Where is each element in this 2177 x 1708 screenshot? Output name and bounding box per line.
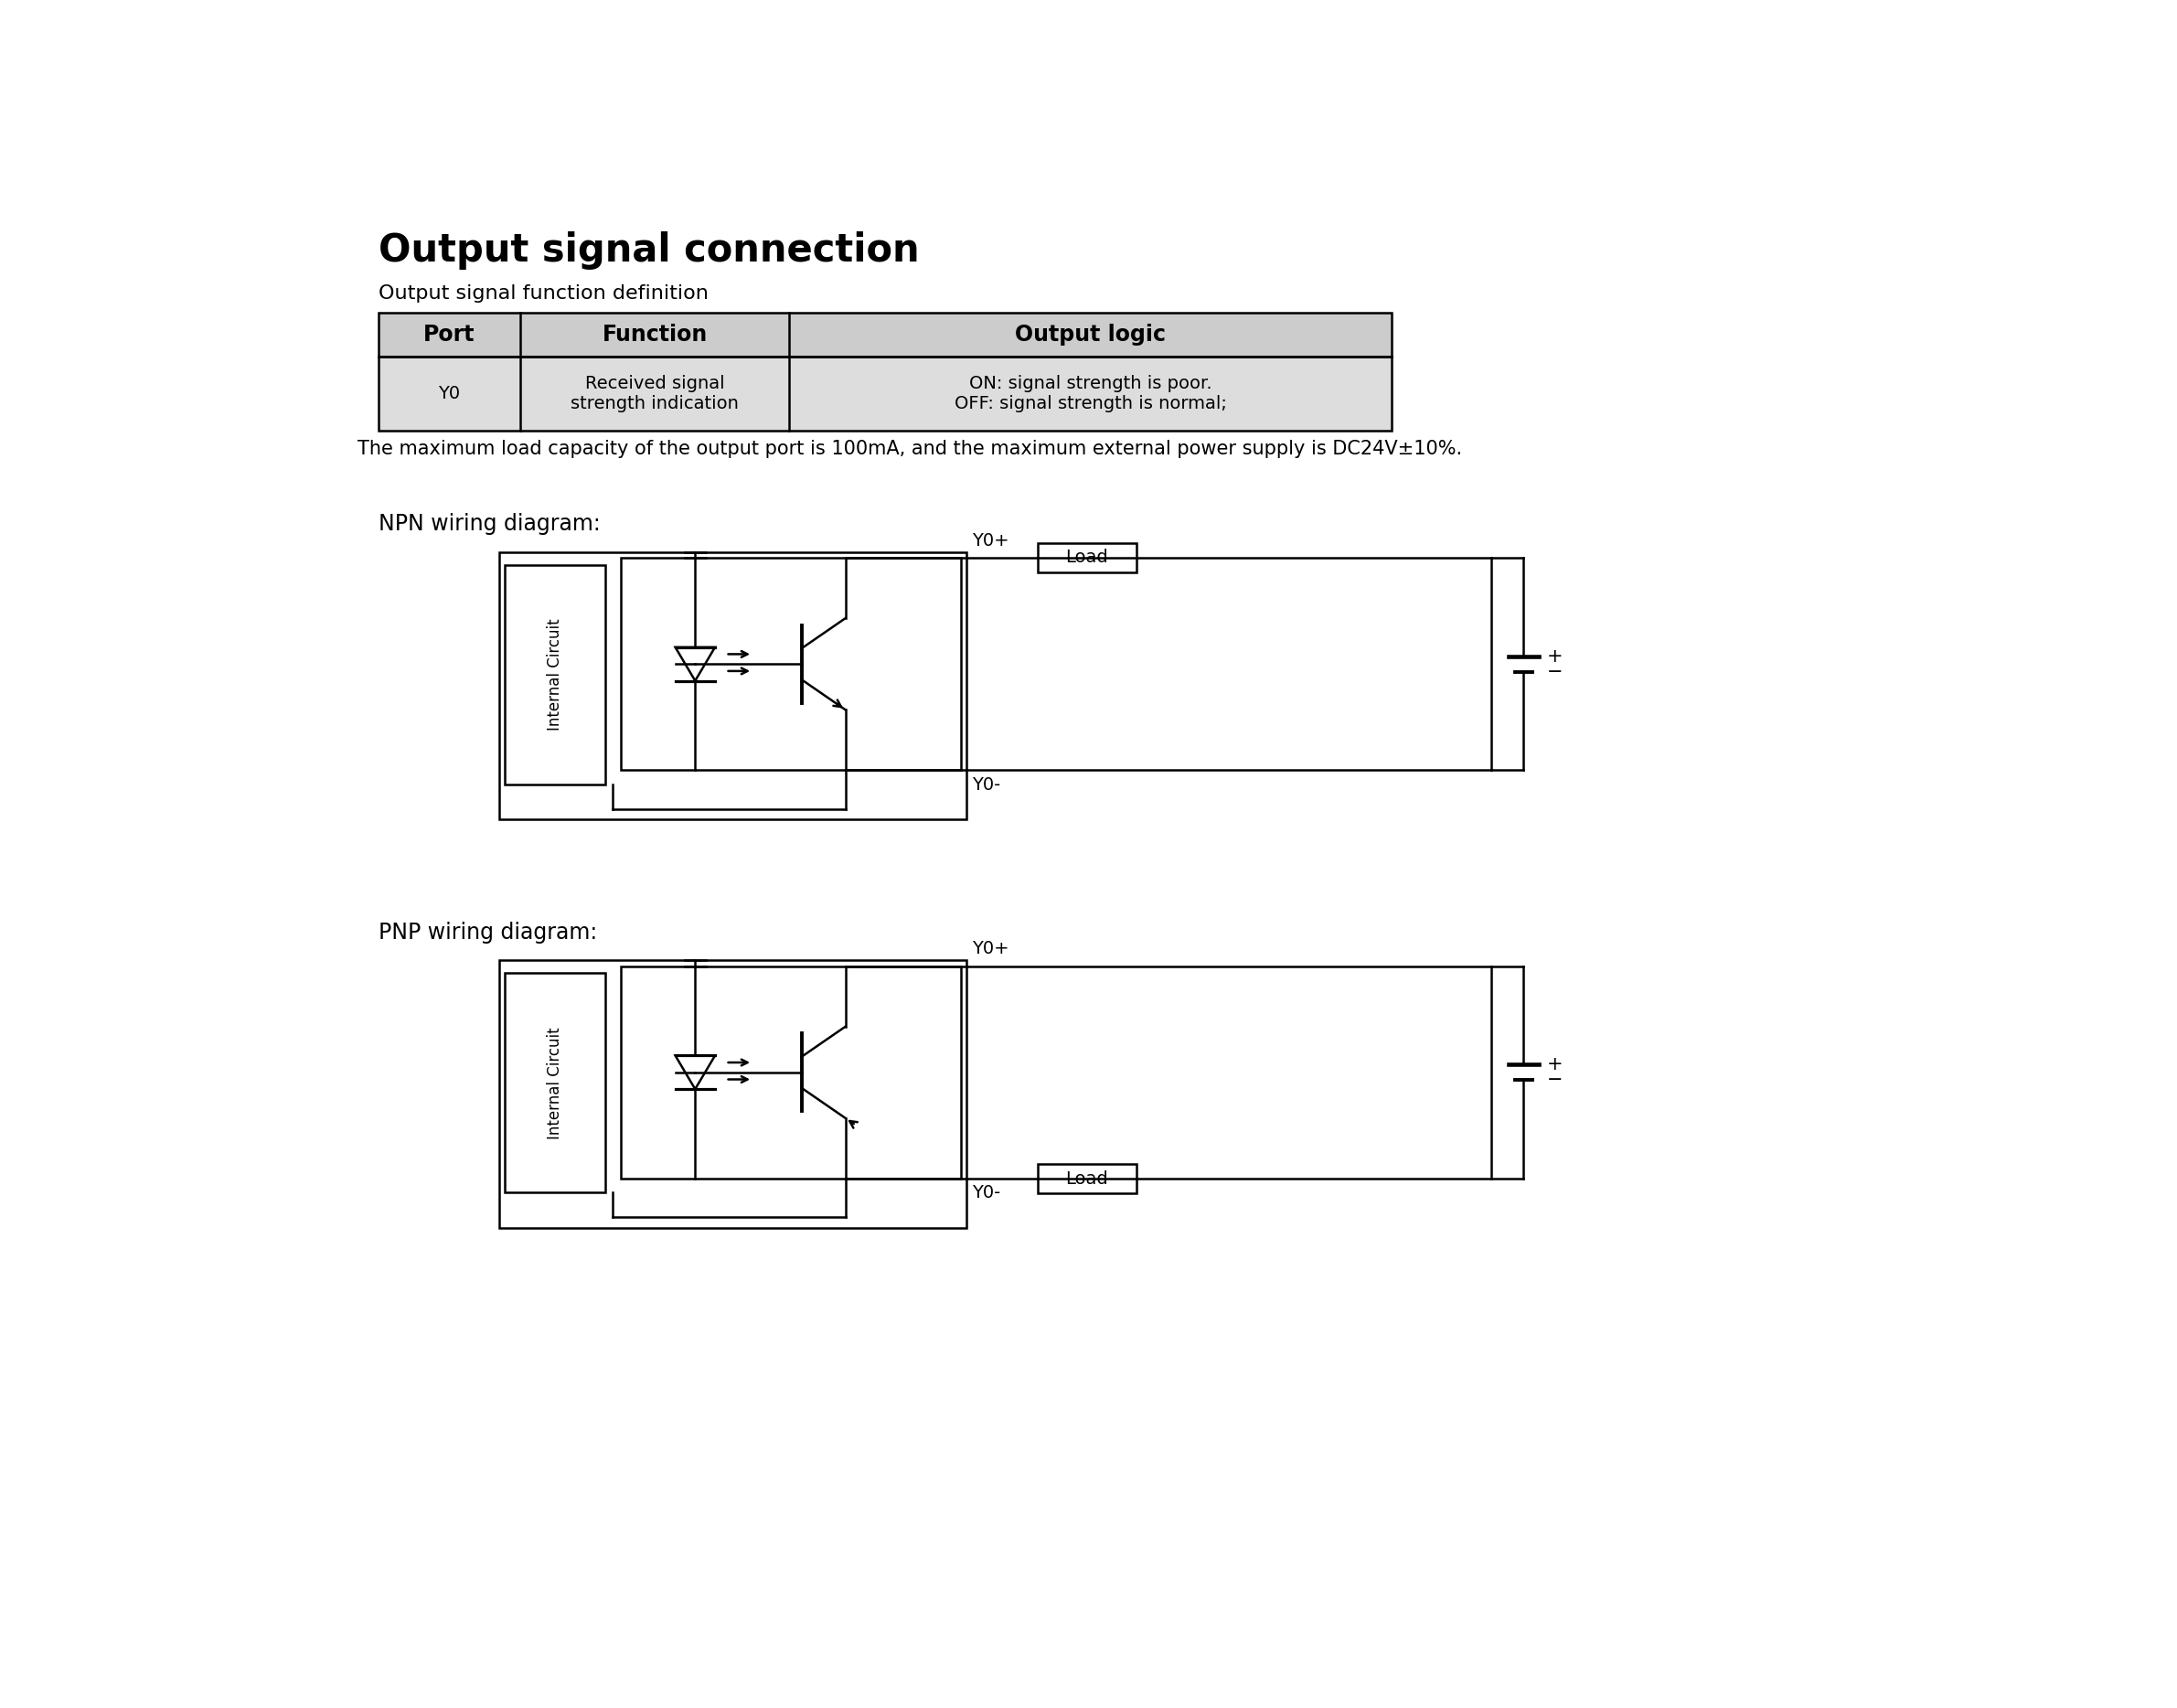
Bar <box>499 552 967 820</box>
Text: The maximum load capacity of the output port is 100mA, and the maximum external : The maximum load capacity of the output … <box>357 439 1461 458</box>
Text: Load: Load <box>1067 548 1108 567</box>
Text: PNP wiring diagram:: PNP wiring diagram: <box>379 922 596 943</box>
Text: Port: Port <box>425 323 475 345</box>
Text: ON: signal strength is poor.
OFF: signal strength is normal;: ON: signal strength is poor. OFF: signal… <box>954 374 1226 412</box>
Bar <box>505 565 605 784</box>
Text: Function: Function <box>603 323 708 345</box>
Bar <box>505 974 605 1192</box>
Text: Internal Circuit: Internal Circuit <box>546 1027 564 1139</box>
Text: Y0+: Y0+ <box>973 939 1010 958</box>
Text: +: + <box>1548 647 1563 666</box>
Text: Output signal connection: Output signal connection <box>379 232 919 270</box>
Text: +: + <box>1548 1056 1563 1074</box>
Bar <box>620 967 960 1179</box>
Bar <box>499 960 967 1228</box>
Text: NPN wiring diagram:: NPN wiring diagram: <box>379 514 601 535</box>
Bar <box>379 357 1391 430</box>
Text: Y0: Y0 <box>438 384 459 401</box>
Text: Y0-: Y0- <box>973 775 1001 793</box>
Text: Y0-: Y0- <box>973 1184 1001 1202</box>
Text: −: − <box>1548 1071 1563 1090</box>
Text: Received signal
strength indication: Received signal strength indication <box>570 374 738 412</box>
Text: Output signal function definition: Output signal function definition <box>379 285 708 302</box>
Text: Y0+: Y0+ <box>973 531 1010 550</box>
Text: Output logic: Output logic <box>1014 323 1167 345</box>
Bar <box>379 313 1391 357</box>
Text: Internal Circuit: Internal Circuit <box>546 618 564 731</box>
Text: Load: Load <box>1067 1170 1108 1187</box>
Bar <box>1038 543 1136 572</box>
Bar <box>1038 1163 1136 1194</box>
Text: −: − <box>1548 663 1563 681</box>
Bar <box>620 559 960 770</box>
